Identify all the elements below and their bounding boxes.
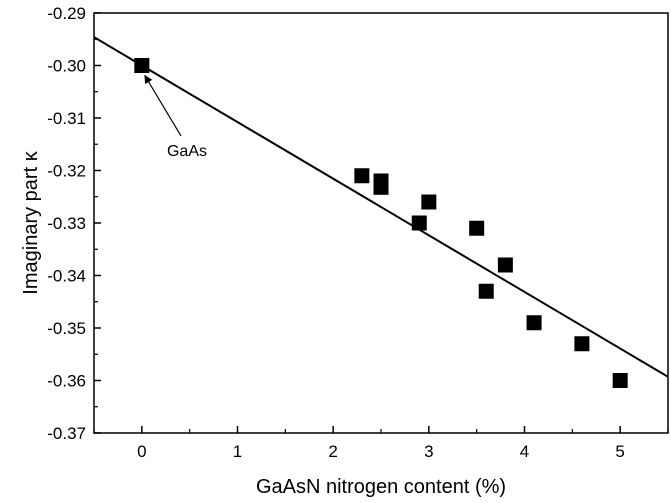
x-tick-label: 0 xyxy=(137,442,146,461)
x-tick-label: 3 xyxy=(424,442,433,461)
data-point xyxy=(354,168,370,184)
data-point xyxy=(373,179,389,195)
fit-line xyxy=(94,36,668,378)
data-point xyxy=(497,257,513,273)
y-tick-label: -0.35 xyxy=(47,319,86,338)
data-point xyxy=(469,220,485,236)
data-point xyxy=(411,215,427,231)
data-point xyxy=(526,315,542,331)
x-axis-ticks: 0 1 2 3 4 5 xyxy=(93,426,669,461)
y-tick-label: -0.31 xyxy=(47,109,86,128)
y-tick-label: -0.32 xyxy=(47,162,86,181)
x-tick-label: 1 xyxy=(233,442,242,461)
fit-line-group xyxy=(94,36,668,378)
y-axis-title: Imaginary part κ xyxy=(20,150,42,294)
data-point xyxy=(421,194,437,210)
y-tick-label: -0.33 xyxy=(47,214,86,233)
x-tick-label: 5 xyxy=(615,442,624,461)
x-tick-label: 4 xyxy=(520,442,529,461)
data-point xyxy=(478,283,494,299)
annotation-label: GaAs xyxy=(167,143,207,160)
plot-frame xyxy=(93,12,669,434)
y-tick-label: -0.34 xyxy=(47,267,86,286)
data-point xyxy=(612,373,628,388)
y-tick-label: -0.30 xyxy=(47,57,86,76)
annotation-arrow xyxy=(144,74,182,137)
x-tick-label: 2 xyxy=(328,442,337,461)
data-point xyxy=(134,58,150,73)
y-tick-label: -0.36 xyxy=(47,372,86,391)
y-tick-label: -0.29 xyxy=(47,4,86,23)
data-points xyxy=(134,58,628,388)
y-tick-label: -0.37 xyxy=(47,424,86,443)
annotations: GaAs xyxy=(144,74,207,160)
data-point xyxy=(574,336,590,352)
y-axis-ticks: -0.37 -0.36 -0.35 -0.34 -0.33 -0.32 -0.31 -0.30… xyxy=(47,4,101,443)
x-axis-title: GaAsN nitrogen content (%) xyxy=(256,476,506,498)
